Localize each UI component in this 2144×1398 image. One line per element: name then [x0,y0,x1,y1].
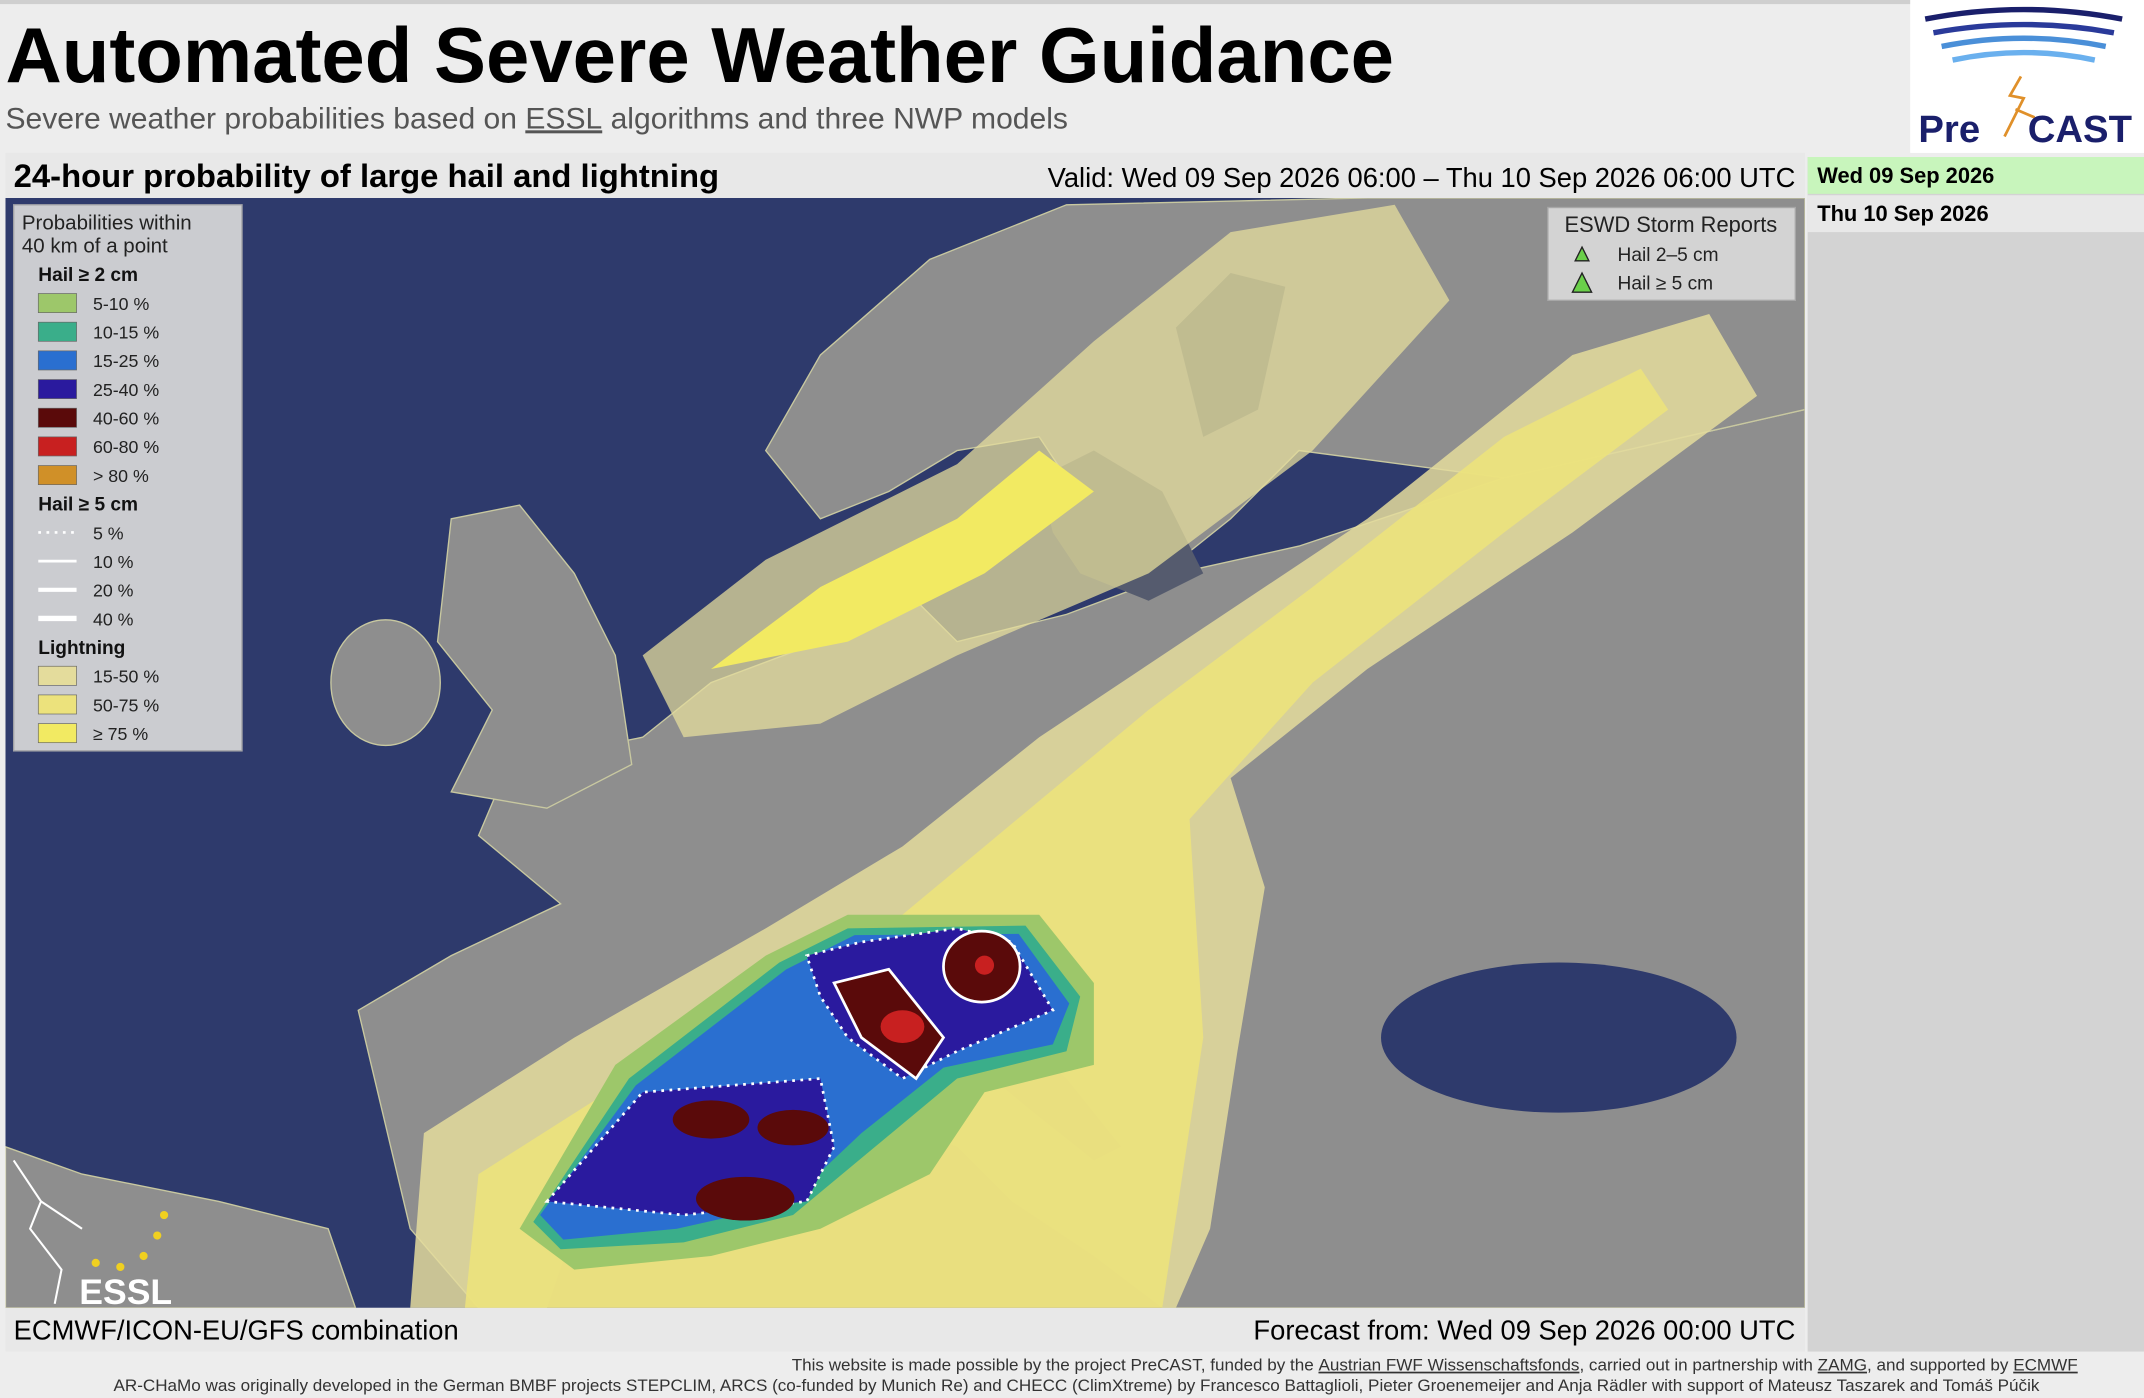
legend: Probabilities within 40 km of a point Ha… [12,204,243,752]
report-symbol [1571,271,1593,293]
legend-swatch [37,379,77,399]
legend-swatch [37,436,77,457]
legend-label: 40 % [93,609,134,629]
legend-swatch [37,293,77,313]
footer-line1: This website is made possible by the pro… [792,1356,2078,1375]
legend-swatch [37,350,77,371]
page-title: Automated Severe Weather Guidance [5,12,1394,99]
legend-label: 15-25 % [93,351,159,371]
date-row[interactable] [1807,157,2144,194]
reports-box [1547,206,1797,302]
legend-label: 15-50 % [93,667,159,687]
legend-heading: 40 km of a point [22,235,168,258]
report-symbol [1574,245,1590,262]
legend-label: 5-10 % [93,294,150,314]
legend-group-title: Lightning [38,638,125,659]
map-header [5,152,1805,198]
legend-swatch [37,465,77,485]
date-list: Wed 09 Sep 2026 Thu 10 Sep 2026 [1807,157,2144,233]
legend-label: 60-80 % [93,437,159,457]
logo-cast: CAST [2028,108,2132,151]
logo-pre: Pre [1918,108,1980,151]
legend-heading: Probabilities within [22,211,192,234]
logo-waves [1924,6,2123,63]
date-row[interactable] [1807,195,2144,233]
legend-group-title: Hail ≥ 2 cm [38,265,138,286]
valid-time: Valid: Wed 09 Sep 2026 06:00 – Thu 10 Se… [1048,162,1796,193]
model-combination: ECMWF/ICON-EU/GFS combination [14,1314,459,1345]
legend-label: 10-15 % [93,323,159,343]
subtitle-text: Severe weather probabilities based on [5,102,525,135]
legend-swatch [37,407,77,428]
map-title: 24-hour probability of large hail and li… [14,157,719,194]
footer-text: , and supported by [1867,1356,2013,1375]
legend-label: > 80 % [93,466,149,486]
date-label[interactable]: Wed 09 Sep 2026 [1817,163,1994,188]
hail-area [519,914,1094,1270]
logo-bolt [2003,75,2036,138]
storm-reports: ESWD Storm Reports Hail 2–5 cm Hail ≥ 5 c… [1547,206,1797,302]
footer-text: , carried out in partnership with [1579,1356,1817,1375]
legend-label: 50-75 % [93,695,159,715]
subtitle-text: algorithms and three NWP models [602,102,1068,135]
map-footer [5,1307,1805,1352]
legend-swatch [37,665,77,686]
legend-group-title: Hail ≥ 5 cm [38,495,138,516]
logo[interactable]: Pre CAST [1910,0,2144,153]
report-label: Hail ≥ 5 cm [1618,273,1714,294]
forecast-from: Forecast from: Wed 09 Sep 2026 00:00 UTC [1253,1314,1795,1345]
top-rule [0,0,2144,5]
legend-label: 5 % [93,523,124,543]
legend-label: 25-40 % [93,380,159,400]
footer-line2: AR-CHaMo was originally developed in the… [113,1376,2039,1395]
legend-swatch [37,321,77,342]
legend-label: 40-60 % [93,409,159,429]
legend-swatch [37,723,77,744]
essl-link[interactable]: ESSL [525,102,602,135]
subtitle: Severe weather probabilities based on ES… [5,102,1068,135]
essl-lightning-art [12,1159,83,1304]
essl-watermark: ESSL [79,1272,172,1312]
legend-swatch [37,694,77,715]
date-sidebar [1807,157,2144,1352]
essl-stars [91,1210,169,1272]
report-label: Hail 2–5 cm [1618,245,1719,266]
footer-link[interactable]: ZAMG [1818,1356,1867,1375]
footer-link[interactable]: ECMWF [2013,1356,2078,1375]
reports-title: ESWD Storm Reports [1565,212,1778,237]
legend-label: 10 % [93,552,134,572]
date-label[interactable]: Thu 10 Sep 2026 [1817,201,1988,226]
legend-label: 20 % [93,581,134,601]
footer-link[interactable]: Austrian FWF Wissenschaftsfonds [1318,1356,1579,1375]
map: ESSL [5,197,1805,1312]
legend-label: ≥ 75 % [93,724,148,744]
footer-text: This website is made possible by the pro… [792,1356,1319,1375]
